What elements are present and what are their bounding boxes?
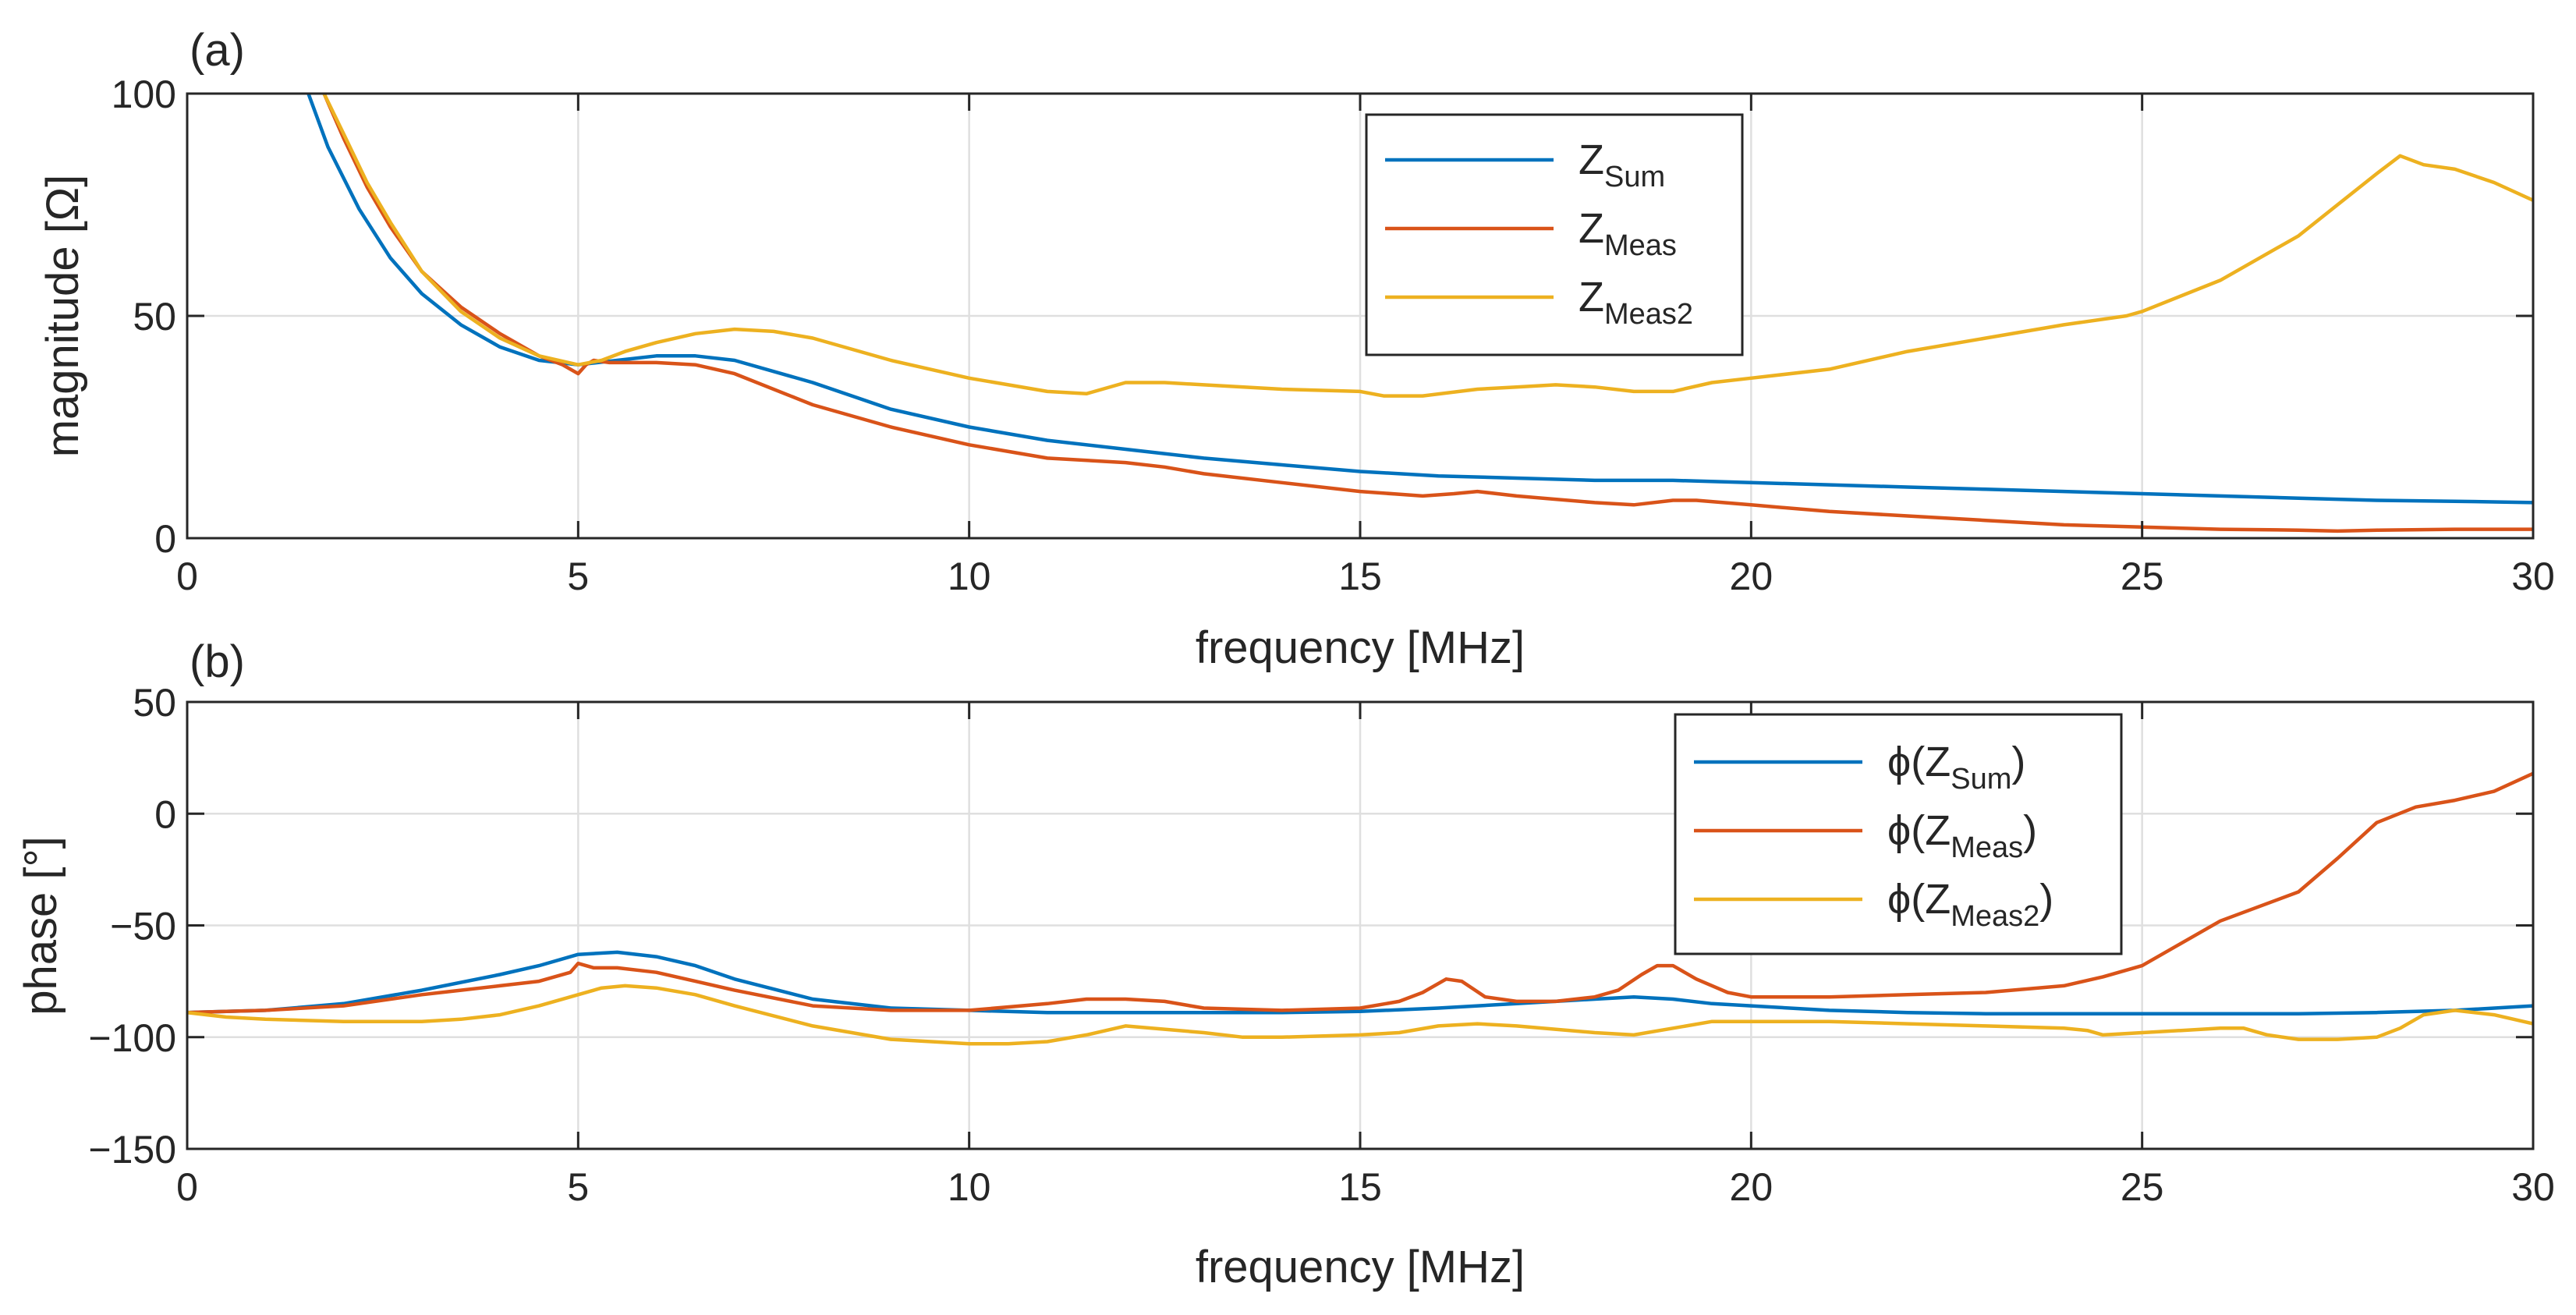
y-tick-label: −50 <box>110 905 176 948</box>
legend-main: Z <box>1579 136 1604 183</box>
legend-close: ) <box>2039 876 2053 923</box>
legend-main: Z <box>1579 205 1604 252</box>
x-tick-label: 5 <box>567 555 589 598</box>
series-line-2 <box>187 771 2533 1015</box>
magnitude-chart: 0 5 10 15 20 25 30 0 50 100 (a) frequency [MHz] m… <box>37 25 2555 673</box>
series-line-3 <box>187 984 2533 1046</box>
y-tick-label: 0 <box>154 792 176 836</box>
x-tick-label: 0 <box>176 555 198 598</box>
legend-subscript: Sum <box>1604 161 1665 193</box>
x-tick-label: 15 <box>1338 555 1382 598</box>
panel-label: (b) <box>190 636 245 687</box>
legend-close: ) <box>2011 739 2025 785</box>
x-tick-label: 15 <box>1338 1165 1382 1209</box>
legend-entry: ϕ(ZSum) <box>1887 739 2025 796</box>
x-tick-label: 10 <box>948 555 991 598</box>
y-tick-label: 50 <box>133 681 176 725</box>
y-tick-label: 0 <box>154 517 176 561</box>
grid <box>187 94 2533 538</box>
legend-entry: ZSum <box>1579 136 1665 193</box>
x-tick-label: 20 <box>1730 555 1773 598</box>
x-axis-label: frequency [MHz] <box>1196 622 1525 673</box>
phase-chart: 0 5 10 15 20 25 30 −150 −100 −50 0 50 (b) frequency… <box>16 636 2555 1292</box>
legend-box <box>1365 113 1744 356</box>
panel-label: (a) <box>190 25 245 76</box>
legend-subscript: Meas2 <box>1604 298 1693 331</box>
plot-lines <box>187 771 2533 1046</box>
y-axis-label: magnitude [Ω] <box>37 175 88 458</box>
legend-entry: ZMeas <box>1579 205 1677 262</box>
series-line-1 <box>187 950 2533 1015</box>
legend-main: ϕ(Z <box>1887 739 1951 785</box>
legend-main: ϕ(Z <box>1887 876 1951 923</box>
legend-close: ) <box>2023 807 2037 854</box>
legend-main: Z <box>1579 274 1604 321</box>
legend: ϕ(ZSum)ϕ(ZMeas)ϕ(ZMeas2) <box>1674 713 2123 955</box>
y-tick-label: 100 <box>112 73 176 116</box>
x-tick-label: 30 <box>2511 1165 2555 1209</box>
legend-subscript: Meas <box>1951 831 2023 864</box>
series-line-1 <box>306 94 2533 505</box>
legend-box <box>1674 713 2123 955</box>
legend-entry: ZMeas2 <box>1579 274 1693 331</box>
x-tick-label: 25 <box>2121 555 2164 598</box>
ticks: 0 5 10 15 20 25 30 0 50 100 <box>112 73 2555 598</box>
x-tick-label: 10 <box>948 1165 991 1209</box>
y-axis-label: phase [°] <box>16 836 66 1015</box>
x-tick-label: 30 <box>2511 555 2555 598</box>
legend-main: ϕ(Z <box>1887 807 1951 854</box>
y-tick-label: 50 <box>133 295 176 338</box>
x-tick-label: 25 <box>2121 1165 2164 1209</box>
plot-lines <box>306 94 2533 533</box>
series-line-3 <box>322 94 2533 398</box>
x-tick-label: 20 <box>1730 1165 1773 1209</box>
x-tick-label: 0 <box>176 1165 198 1209</box>
legend-subscript: Meas2 <box>1951 900 2039 933</box>
y-tick-label: −150 <box>88 1128 176 1171</box>
legend-entry: ϕ(ZMeas2) <box>1887 876 2053 933</box>
grid <box>187 702 2533 1149</box>
x-axis-label: frequency [MHz] <box>1196 1242 1525 1292</box>
y-tick-label: −100 <box>88 1016 176 1060</box>
x-tick-label: 5 <box>567 1165 589 1209</box>
legend-subscript: Sum <box>1951 763 2011 796</box>
legend-subscript: Meas <box>1604 229 1677 262</box>
legend-entry: ϕ(ZMeas) <box>1887 807 2037 864</box>
